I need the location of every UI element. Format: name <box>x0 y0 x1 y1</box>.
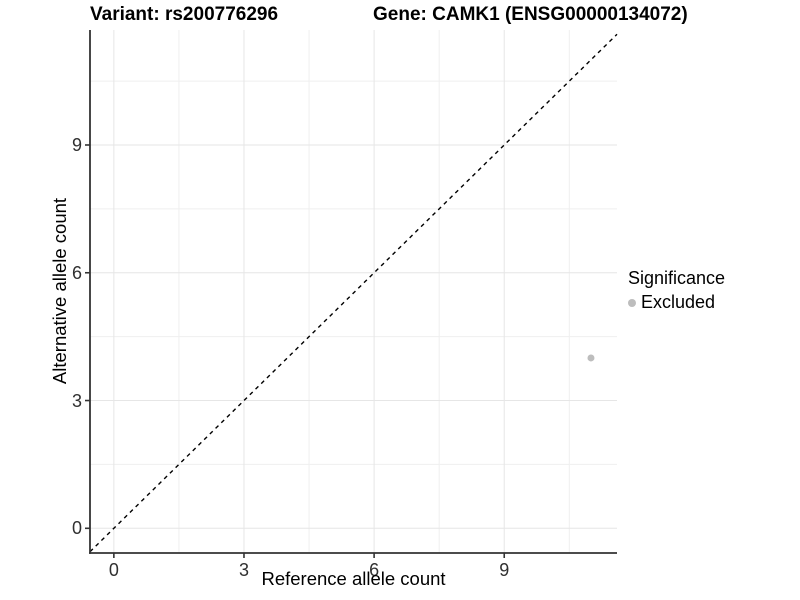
x-tick-label: 6 <box>369 560 380 580</box>
y-tick-label: 6 <box>71 262 82 283</box>
y-tick-label: 0 <box>71 518 82 539</box>
x-tick-label: 3 <box>238 560 249 580</box>
y-tick-label: 3 <box>71 390 82 411</box>
identity-line <box>89 33 618 553</box>
x-axis-title: Reference allele count <box>261 568 446 589</box>
legend-item-excluded: Excluded <box>628 292 725 313</box>
x-tick-label: 0 <box>108 560 119 580</box>
y-tick-label: 9 <box>71 134 82 155</box>
legend-item-label: Excluded <box>641 292 716 312</box>
data-point <box>587 354 595 362</box>
legend-title: Significance <box>628 268 726 288</box>
y-axis-title: Alternative allele count <box>49 197 70 385</box>
plot-title-variant: Variant: rs200776296 <box>90 4 279 25</box>
x-tick-label: 9 <box>499 560 510 580</box>
plot-title-gene: Gene: CAMK1 (ENSG00000134072) <box>373 4 688 25</box>
legend: Significance Excluded <box>628 268 725 313</box>
legend-point-icon <box>628 298 636 307</box>
